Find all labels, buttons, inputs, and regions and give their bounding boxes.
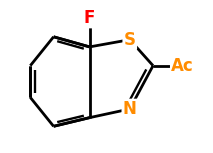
Text: N: N [123, 100, 137, 118]
Text: S: S [124, 31, 136, 49]
Text: F: F [84, 9, 95, 27]
Text: Ac: Ac [171, 57, 194, 75]
